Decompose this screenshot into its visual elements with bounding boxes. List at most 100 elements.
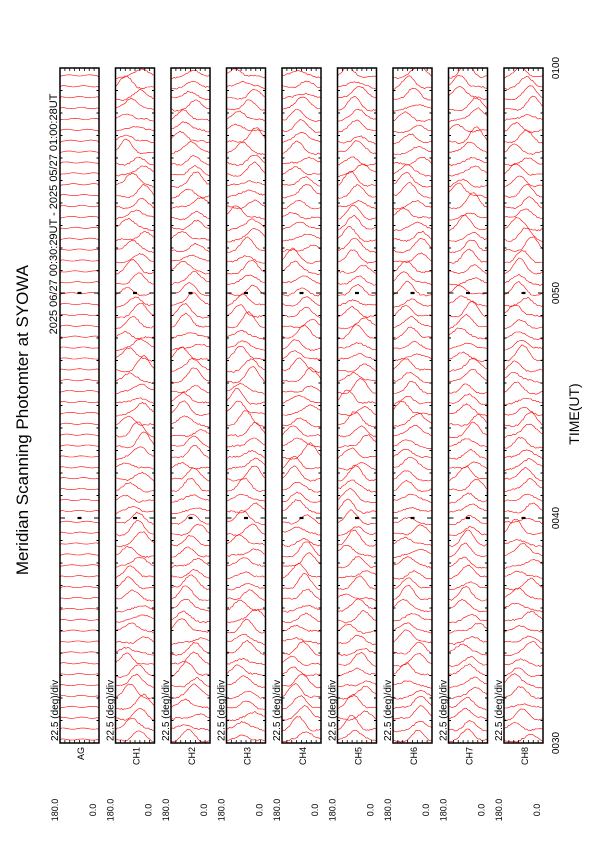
trace-line	[60, 564, 99, 568]
trace-line	[226, 410, 266, 428]
trace-line	[282, 683, 321, 698]
trace-line	[60, 357, 99, 361]
trace-line	[393, 200, 432, 210]
trace-line	[448, 393, 488, 406]
trace-line	[448, 212, 488, 221]
trace-line	[226, 236, 266, 253]
trace-line	[282, 176, 321, 187]
trace-line	[115, 462, 155, 470]
trace-line	[115, 673, 155, 688]
trace-line	[393, 506, 432, 514]
panel-ch3: CH3 180.0 0.0 22.5 (deg)/div	[217, 67, 267, 821]
trace-line	[226, 260, 266, 275]
trace-line	[282, 306, 321, 318]
trace-line	[60, 433, 99, 437]
trace-line	[393, 103, 432, 112]
panel-label: AG	[76, 747, 86, 760]
trace-line	[393, 400, 432, 417]
trace-line	[448, 327, 488, 340]
trace-line	[393, 316, 432, 329]
trace-line	[60, 618, 99, 622]
trace-line	[60, 248, 99, 251]
trace-line	[282, 367, 321, 382]
trace-line	[337, 593, 377, 601]
trace-line	[282, 655, 321, 666]
trace-line	[171, 713, 210, 720]
trace-line	[171, 141, 210, 155]
trace-line	[337, 86, 377, 99]
trace-line	[282, 357, 321, 373]
trace-line	[282, 212, 321, 220]
trace-line	[393, 653, 432, 667]
trace-line	[282, 666, 321, 677]
trace-line	[393, 457, 432, 471]
panel-ch4: CH4 180.0 0.0 22.5 (deg)/div	[272, 67, 322, 821]
trace-line	[337, 610, 377, 624]
trace-line	[60, 597, 99, 600]
panel-traces	[171, 69, 210, 743]
trace-line	[282, 244, 321, 252]
trace-line	[504, 360, 543, 373]
trace-line	[115, 383, 155, 394]
trace-line	[393, 641, 432, 655]
trace-line	[171, 683, 210, 699]
trace-line	[504, 157, 543, 167]
trace-line	[60, 466, 99, 469]
trace-line	[337, 342, 377, 351]
trace-line	[448, 295, 488, 307]
panel-frame	[225, 67, 267, 744]
trace-line	[226, 345, 266, 361]
trace-line	[393, 353, 432, 362]
trace-line	[393, 480, 432, 492]
trace-line	[282, 350, 321, 361]
trace-line	[226, 618, 266, 634]
trace-line	[448, 351, 488, 363]
trace-line	[171, 651, 210, 666]
trace-line	[448, 461, 488, 470]
trace-line	[171, 69, 210, 79]
trace-line	[448, 68, 488, 79]
trace-line	[448, 448, 488, 460]
trace-line	[504, 502, 543, 514]
panel-traces	[448, 68, 488, 743]
trace-line	[337, 317, 377, 329]
trace-line	[393, 381, 432, 395]
y-tick-top: 180.0	[494, 799, 504, 822]
x-axis-label: TIME(UT)	[566, 383, 582, 444]
trace-line	[337, 156, 377, 166]
trace-line	[226, 228, 266, 243]
trace-line	[115, 693, 155, 711]
trace-line	[448, 643, 488, 656]
trace-line	[504, 658, 543, 668]
trace-line	[60, 74, 99, 78]
trace-line	[115, 636, 155, 644]
trace-line	[448, 126, 488, 144]
trace-line	[171, 282, 210, 297]
trace-line	[60, 727, 99, 731]
trace-line	[393, 584, 432, 601]
panel-ch7: CH7 180.0 0.0 22.5 (deg)/div	[439, 67, 489, 821]
panels-layer: AG 180.0 0.0 22.5 (deg)/div CH1 180.0 0.0 22.5 …	[50, 67, 544, 822]
trace-line	[393, 493, 432, 503]
y-tick-bottom: 0.0	[255, 804, 265, 817]
panel-label: CH2	[187, 747, 197, 765]
trace-line	[282, 417, 321, 428]
trace-line	[226, 502, 266, 514]
trace-line	[282, 425, 321, 437]
trace-line	[115, 89, 155, 101]
trace-line	[282, 109, 321, 122]
trace-line	[282, 716, 321, 732]
trace-line	[60, 705, 99, 710]
trace-line	[60, 422, 99, 427]
panel-traces	[60, 74, 99, 742]
trace-line	[504, 542, 543, 557]
trace-line	[60, 629, 99, 633]
trace-line	[115, 511, 155, 525]
trace-line	[448, 192, 488, 210]
panel-traces	[226, 68, 266, 741]
trace-line	[171, 346, 210, 361]
y-tick-bottom: 0.0	[421, 804, 431, 817]
trace-line	[60, 161, 99, 165]
trace-line	[448, 421, 488, 438]
trace-line	[504, 667, 543, 677]
